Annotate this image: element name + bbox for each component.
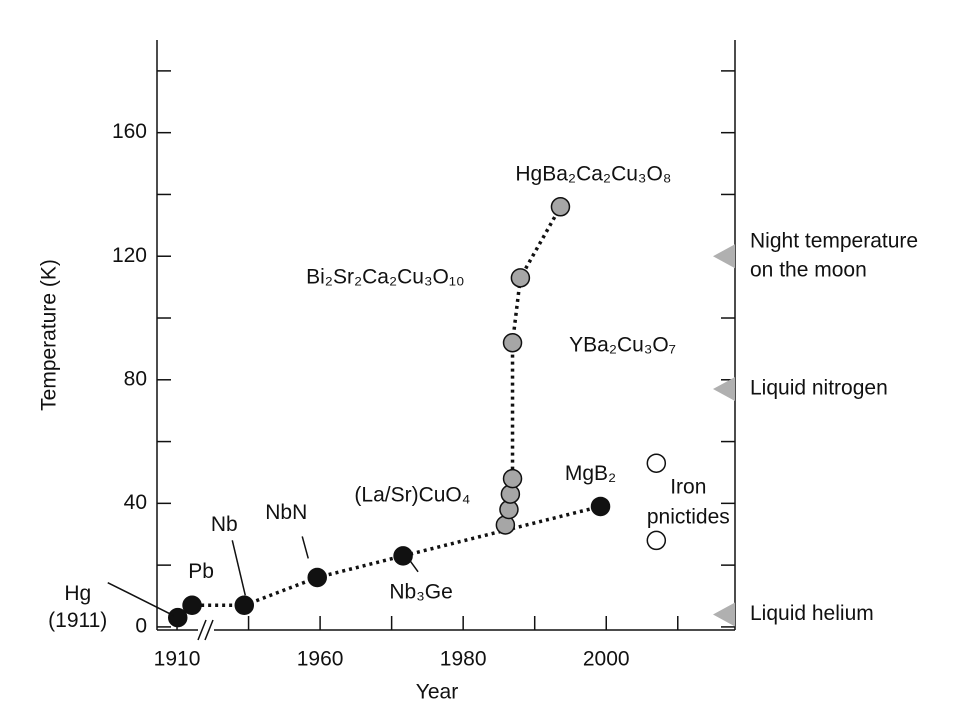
reference-marker (713, 377, 735, 402)
y-tick-label: 80 (124, 367, 147, 390)
point-label: Nb (211, 513, 238, 536)
data-point (510, 268, 531, 288)
data-point (550, 197, 571, 217)
x-tick-label: 1980 (440, 648, 487, 671)
reference-label: Night temperature (750, 229, 918, 252)
y-tick-label: 160 (112, 120, 147, 143)
point-label: NbN (265, 501, 307, 524)
leader-line (409, 560, 419, 573)
reference-marker (713, 244, 735, 269)
x-tick-label: 2000 (583, 648, 630, 671)
point-label: MgB₂ (565, 462, 616, 485)
leader-line (231, 540, 247, 596)
reference-marker (713, 602, 735, 627)
y-tick-label: 120 (112, 244, 147, 267)
point-label: (La/Sr)CuO₄ (354, 484, 470, 507)
point-label: Nb₃Ge (389, 580, 452, 603)
y-axis-title: Temperature (K) (38, 259, 61, 411)
leader-line (301, 536, 309, 559)
data-point (646, 453, 667, 473)
point-label: Bi₂Sr₂Ca₂Cu₃O₁₀ (306, 265, 465, 288)
data-point (502, 468, 523, 489)
reference-label: Liquid helium (750, 602, 874, 625)
y-tick-label: 40 (124, 491, 147, 514)
data-point (502, 332, 523, 353)
point-label: HgBa₂Ca₂Cu₃O₈ (515, 162, 671, 185)
x-tick-label: 1910 (154, 648, 201, 671)
point-label: Hg (64, 582, 91, 605)
point-label: YBa₂Cu₃O₇ (569, 333, 676, 356)
point-label: Pb (188, 560, 214, 583)
data-point (393, 546, 413, 566)
y-tick-label: 0 (135, 614, 147, 637)
point-label: (1911) (48, 609, 107, 632)
reference-label: on the moon (750, 258, 867, 281)
x-tick-label: 1960 (297, 648, 344, 671)
data-point (646, 530, 667, 551)
axis-break (197, 619, 207, 641)
data-point (167, 607, 188, 628)
series-label: pnictides (647, 506, 730, 529)
x-axis-title: Year (416, 681, 458, 704)
data-point (590, 496, 611, 517)
data-point (307, 567, 327, 588)
reference-label: Liquid nitrogen (750, 377, 888, 400)
leader-line (107, 581, 175, 617)
data-point (182, 595, 202, 616)
axis-break (204, 619, 214, 641)
series-label: Iron (670, 476, 706, 499)
data-point (234, 595, 255, 616)
